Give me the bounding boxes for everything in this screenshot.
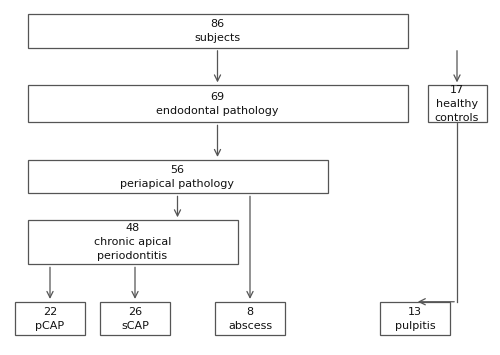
Text: 22
pCAP: 22 pCAP — [36, 307, 64, 331]
Text: 48
chronic apical
periodontitis: 48 chronic apical periodontitis — [94, 223, 171, 261]
Text: 69
endodontal pathology: 69 endodontal pathology — [156, 92, 279, 116]
Text: 56
periapical pathology: 56 periapical pathology — [120, 165, 234, 189]
Bar — [215, 302, 285, 335]
Bar — [100, 302, 170, 335]
Text: 86
subjects: 86 subjects — [194, 19, 240, 43]
Bar — [28, 220, 238, 264]
Bar — [380, 302, 450, 335]
Bar — [28, 14, 407, 48]
Bar — [15, 302, 85, 335]
Text: 13
pulpitis: 13 pulpitis — [394, 307, 436, 331]
Bar — [28, 160, 328, 193]
Text: 17
healthy
controls: 17 healthy controls — [435, 85, 479, 123]
Bar — [28, 85, 407, 122]
Text: 8
abscess: 8 abscess — [228, 307, 272, 331]
Bar — [428, 85, 486, 122]
Text: 26
sCAP: 26 sCAP — [121, 307, 149, 331]
